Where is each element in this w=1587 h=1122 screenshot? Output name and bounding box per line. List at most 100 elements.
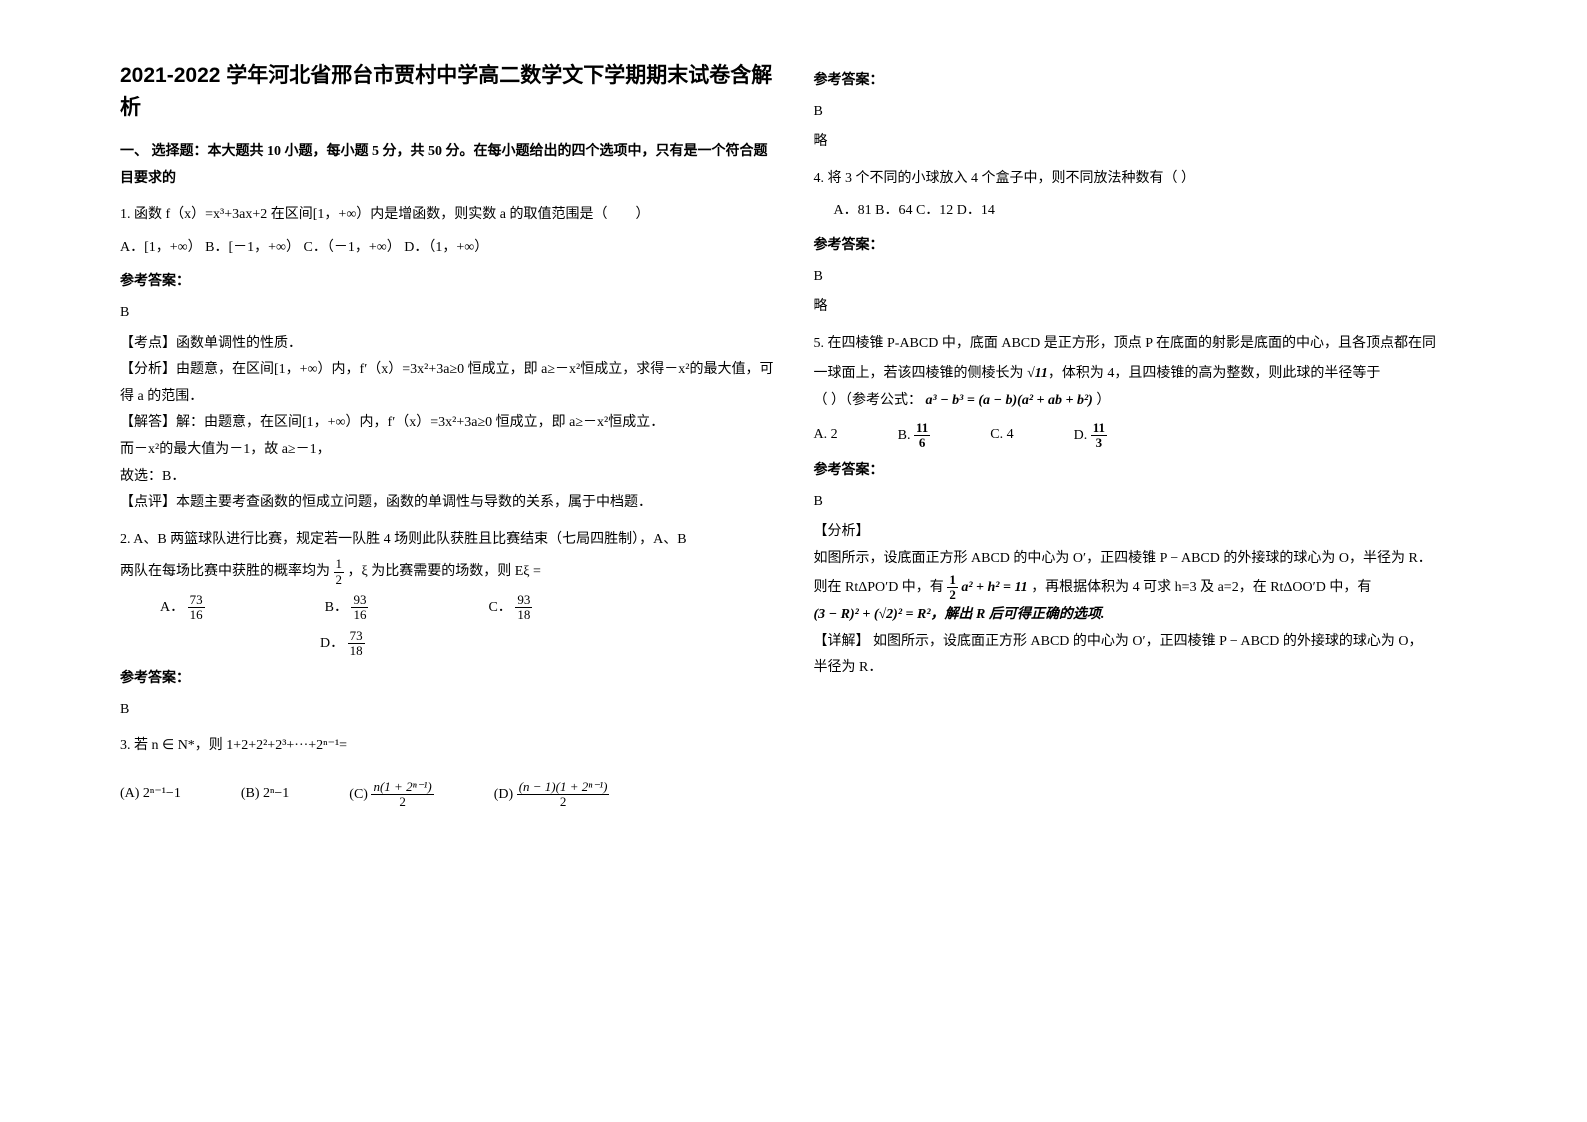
q3-ref-ans-label: 参考答案： <box>814 68 1468 95</box>
q5-xj1: 如图所示，设底面正方形 ABCD 的中心为 O′，正四棱锥 P − ABCD 的… <box>873 634 1422 649</box>
frac-num: 1 <box>334 557 345 572</box>
q2-opt-c-frac: 93 18 <box>515 593 532 623</box>
q2-options-row1: A． 73 16 B． 93 16 C． 93 18 <box>160 593 774 623</box>
q5-fenxi-2: 则在 RtΔPO′D 中，有 1 2 a² + h² = 11 ，再根据体积为 … <box>814 573 1468 603</box>
q3-text: 3. 若 n ∈ N*，则 1+2+2²+2³+···+2ⁿ⁻¹= <box>120 733 774 760</box>
q5-opt-b: B. 11 6 <box>898 421 931 451</box>
q5-text-2a: 一球面上，若该四棱锥的侧棱长为 <box>814 366 1028 381</box>
q5-answer: B <box>814 489 1468 516</box>
frac-num: 73 <box>188 593 205 608</box>
frac-num: 1 <box>947 573 958 588</box>
frac-num: 93 <box>351 593 368 608</box>
frac-den: 2 <box>947 588 958 602</box>
q3-opt-d-frac: (n − 1)(1 + 2ⁿ⁻¹) 2 <box>517 780 610 810</box>
q2-opt-c: C． 93 18 <box>488 593 532 623</box>
q5-text-2b: ，体积为 4，且四棱锥的高为整数，则此球的半径等于 <box>1048 366 1381 381</box>
q5-fx3: (3 − R)² + (√2)² = R²，解出 R 后可得正确的选项. <box>814 607 1105 622</box>
q2-ref-ans-label: 参考答案： <box>120 666 774 693</box>
q1-ref-ans-label: 参考答案： <box>120 269 774 296</box>
doc-title: 2021-2022 学年河北省邢台市贾村中学高二数学文下学期期末试卷含解析 <box>120 60 774 123</box>
q2-frac-half: 1 2 <box>334 557 345 587</box>
q5-opt-d-frac: 11 3 <box>1091 421 1107 451</box>
q3-opt-c: (C) n(1 + 2ⁿ⁻¹) 2 <box>349 780 433 810</box>
frac-num: 11 <box>1091 421 1107 436</box>
q3-answer: B <box>814 99 1468 126</box>
q2-text-1: 2. A、B 两篮球队进行比赛，规定若一队胜 4 场则此队获胜且比赛结束（七局四… <box>120 527 774 554</box>
q2-text-2b: ，ξ 为比赛需要的场数，则 Eξ = <box>348 564 541 579</box>
q1-answer: B <box>120 300 774 327</box>
frac-den: 3 <box>1091 436 1107 450</box>
right-column: 参考答案： B 略 4. 将 3 个不同的小球放入 4 个盒子中，则不同放法种数… <box>794 60 1488 1062</box>
frac-den: 16 <box>188 608 205 622</box>
q5-options: A. 2 B. 11 6 C. 4 D. 11 3 <box>814 421 1468 451</box>
q4-text: 4. 将 3 个不同的小球放入 4 个盒子中，则不同放法种数有（ ） <box>814 166 1468 193</box>
frac-num: 73 <box>348 629 365 644</box>
q5-xiangjie: 【详解】 如图所示，设底面正方形 ABCD 的中心为 O′，正四棱锥 P − A… <box>814 629 1468 656</box>
frac-den: 18 <box>515 608 532 622</box>
q5-opt-b-frac: 11 6 <box>914 421 930 451</box>
q5-xj2: 半径为 R． <box>814 655 1468 682</box>
q5-hint-c: ） <box>1096 393 1110 408</box>
frac-num: n(1 + 2ⁿ⁻¹) <box>371 780 433 795</box>
q1-options: A．[1，+∞） B．[－1，+∞） C．（－1，+∞） D．（1，+∞） <box>120 235 774 262</box>
q1-kaodian: 【考点】函数单调性的性质． <box>120 331 774 358</box>
q1-dianping: 【点评】本题主要考查函数的恒成立问题，函数的单调性与导数的关系，属于中档题． <box>120 490 774 517</box>
q1-jieda-3: 故选：B． <box>120 464 774 491</box>
frac-den: 2 <box>371 795 433 809</box>
q2-opt-d-frac: 73 18 <box>348 629 365 659</box>
opt-label: (C) <box>349 787 368 802</box>
q5-fx2-frac: 1 2 <box>947 573 958 603</box>
q5-sqrt11: √11 <box>1027 366 1048 381</box>
q3-opt-d: (D) (n − 1)(1 + 2ⁿ⁻¹) 2 <box>494 780 610 810</box>
q2-text-2a: 两队在每场比赛中获胜的概率均为 <box>120 564 330 579</box>
q5-xj-tag: 【详解】 <box>814 634 870 649</box>
q5-fenxi-3: (3 − R)² + (√2)² = R²，解出 R 后可得正确的选项. <box>814 602 1468 629</box>
q5-hint-a: （ ）（参考公式： <box>814 393 923 408</box>
q3-opt-b: (B) 2ⁿ−1 <box>241 781 289 808</box>
frac-num: (n − 1)(1 + 2ⁿ⁻¹) <box>517 780 610 795</box>
q1-fenxi: 【分析】由题意，在区间[1，+∞）内，f′（x）=3x²+3a≥0 恒成立，即 … <box>120 357 774 410</box>
frac-num: 11 <box>914 421 930 436</box>
q1-jieda-2: 而－x²的最大值为－1，故 a≥－1， <box>120 437 774 464</box>
opt-label: B. <box>898 428 911 443</box>
opt-label: D. <box>1074 428 1088 443</box>
q5-text-1: 5. 在四棱锥 P-ABCD 中，底面 ABCD 是正方形，顶点 P 在底面的射… <box>814 331 1468 358</box>
q5-ref-ans-label: 参考答案： <box>814 458 1468 485</box>
q5-text-2: 一球面上，若该四棱锥的侧棱长为 √11，体积为 4，且四棱锥的高为整数，则此球的… <box>814 361 1468 388</box>
frac-den: 2 <box>334 573 345 587</box>
opt-label: B． <box>325 600 348 615</box>
q5-hint-formula: a³ − b³ = (a − b)(a² + ab + b²) <box>926 393 1093 408</box>
opt-label: D． <box>320 636 344 651</box>
q5-opt-a: A. 2 <box>814 422 838 449</box>
frac-den: 16 <box>351 608 368 622</box>
q3-omit: 略 <box>814 129 1468 156</box>
q2-opt-b-frac: 93 16 <box>351 593 368 623</box>
q2-text-2: 两队在每场比赛中获胜的概率均为 1 2 ，ξ 为比赛需要的场数，则 Eξ = <box>120 557 774 587</box>
frac-num: 93 <box>515 593 532 608</box>
q3-opt-a: (A) 2ⁿ⁻¹−1 <box>120 781 181 808</box>
q5-fx2d: ，再根据体积为 4 可求 h=3 及 a=2，在 RtΔOO′D 中，有 <box>1031 580 1371 595</box>
q2-opt-a: A． 73 16 <box>160 593 205 623</box>
q4-ref-ans-label: 参考答案： <box>814 233 1468 260</box>
q2-opt-d: D． 73 18 <box>320 636 365 651</box>
opt-label: (D) <box>494 787 513 802</box>
section-heading: 一、 选择题：本大题共 10 小题，每小题 5 分，共 50 分。在每小题给出的… <box>120 139 774 192</box>
q1-jieda-1: 【解答】解：由题意，在区间[1，+∞）内，f′（x）=3x²+3a≥0 恒成立，… <box>120 410 774 437</box>
frac-den: 6 <box>914 436 930 450</box>
q5-fenxi-1: 如图所示，设底面正方形 ABCD 的中心为 O′，正四棱锥 P − ABCD 的… <box>814 546 1468 573</box>
q4-answer: B <box>814 264 1468 291</box>
q5-opt-d: D. 11 3 <box>1074 421 1107 451</box>
q4-options: A．81 B．64 C．12 D．14 <box>834 198 1468 225</box>
opt-label: A． <box>160 600 184 615</box>
frac-den: 18 <box>348 644 365 658</box>
q2-options-row2: D． 73 18 <box>320 629 774 659</box>
q5-opt-c: C. 4 <box>990 422 1013 449</box>
q3-options: (A) 2ⁿ⁻¹−1 (B) 2ⁿ−1 (C) n(1 + 2ⁿ⁻¹) 2 (D… <box>120 780 774 810</box>
q3-opt-c-frac: n(1 + 2ⁿ⁻¹) 2 <box>371 780 433 810</box>
frac-den: 2 <box>517 795 610 809</box>
q5-fenxi-tag: 【分析】 <box>814 519 1468 546</box>
q5-fx2a: 则在 RtΔPO′D 中，有 <box>814 580 948 595</box>
q5-fx2c: a² + h² = 11 <box>961 580 1027 595</box>
q2-opt-b: B． 93 16 <box>325 593 369 623</box>
q5-hint: （ ）（参考公式： a³ − b³ = (a − b)(a² + ab + b²… <box>814 388 1468 415</box>
